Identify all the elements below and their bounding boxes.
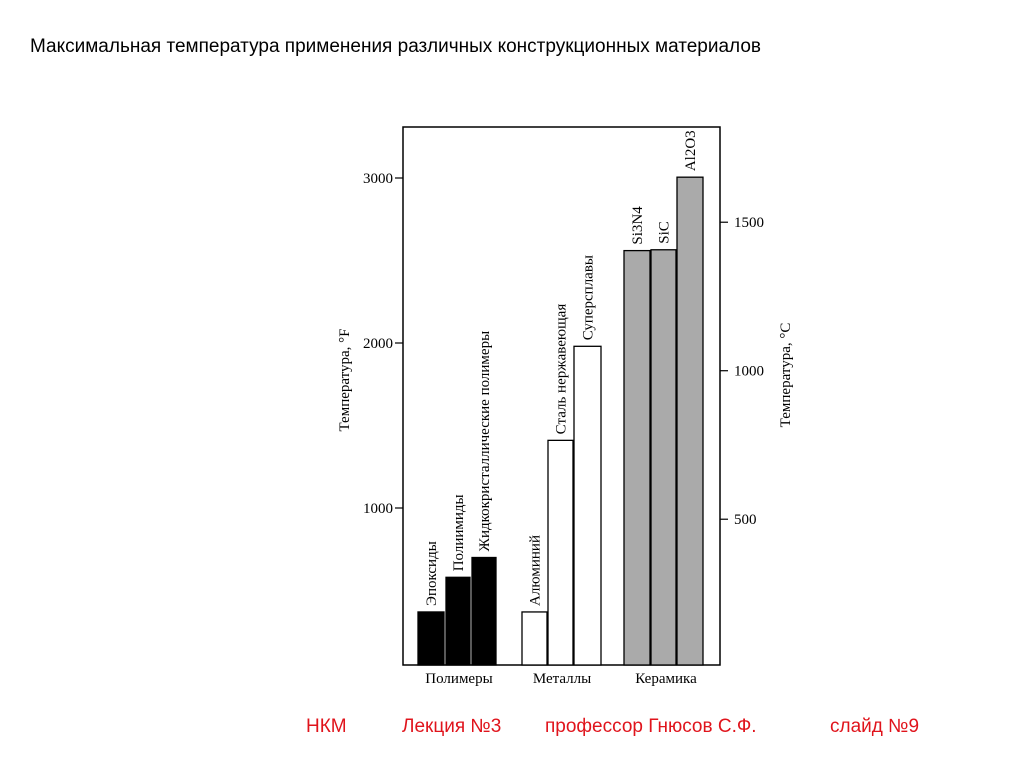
bar-label: Эпоксиды bbox=[424, 541, 440, 606]
slide-title: Максимальная температура применения разл… bbox=[30, 36, 761, 57]
group-label-ceramics: Керамика bbox=[635, 671, 697, 687]
y-tick-label-right: 500 bbox=[734, 512, 757, 528]
y-tick-label-left: 1000 bbox=[363, 501, 393, 517]
footer-lecture: Лекция №3 bbox=[402, 716, 502, 737]
bar-label: SiC bbox=[657, 221, 673, 244]
bar-label: Сталь нержавеющая bbox=[554, 304, 570, 435]
y-axis-label-left: Температура, °F bbox=[337, 328, 353, 431]
bar bbox=[547, 439, 574, 666]
bar bbox=[623, 249, 651, 666]
bar bbox=[573, 345, 602, 666]
y-tick-label-right: 1000 bbox=[734, 364, 764, 380]
bar bbox=[676, 176, 704, 666]
footer-author: профессор Гнюсов С.Ф. bbox=[545, 716, 757, 737]
slide-footer: НКМ Лекция №3 профессор Гнюсов С.Ф. слай… bbox=[0, 716, 1024, 746]
y-tick-label-right: 1500 bbox=[734, 215, 764, 231]
group-label-polymers: Полимеры bbox=[425, 671, 492, 687]
bar-label: Si3N4 bbox=[630, 206, 646, 245]
bar-label: Al2O3 bbox=[683, 130, 699, 171]
y-axis-label-right: Температура, °C bbox=[778, 323, 794, 428]
bar-label: Алюминий bbox=[528, 535, 544, 606]
bar-label: Полиимиды bbox=[451, 494, 467, 571]
bar bbox=[417, 611, 445, 666]
y-tick-label-left: 3000 bbox=[363, 171, 393, 187]
bar bbox=[471, 556, 497, 666]
bar-label: Суперсплавы bbox=[581, 255, 597, 340]
footer-course: НКМ bbox=[306, 716, 347, 737]
bar bbox=[521, 611, 548, 666]
bar bbox=[445, 576, 471, 666]
footer-slide-number: слайд №9 bbox=[830, 716, 920, 737]
y-tick-label-left: 2000 bbox=[363, 336, 393, 352]
group-label-metals: Металлы bbox=[533, 671, 591, 687]
bar-label: Жидкокристаллические полимеры bbox=[477, 331, 493, 552]
bar bbox=[650, 249, 677, 666]
